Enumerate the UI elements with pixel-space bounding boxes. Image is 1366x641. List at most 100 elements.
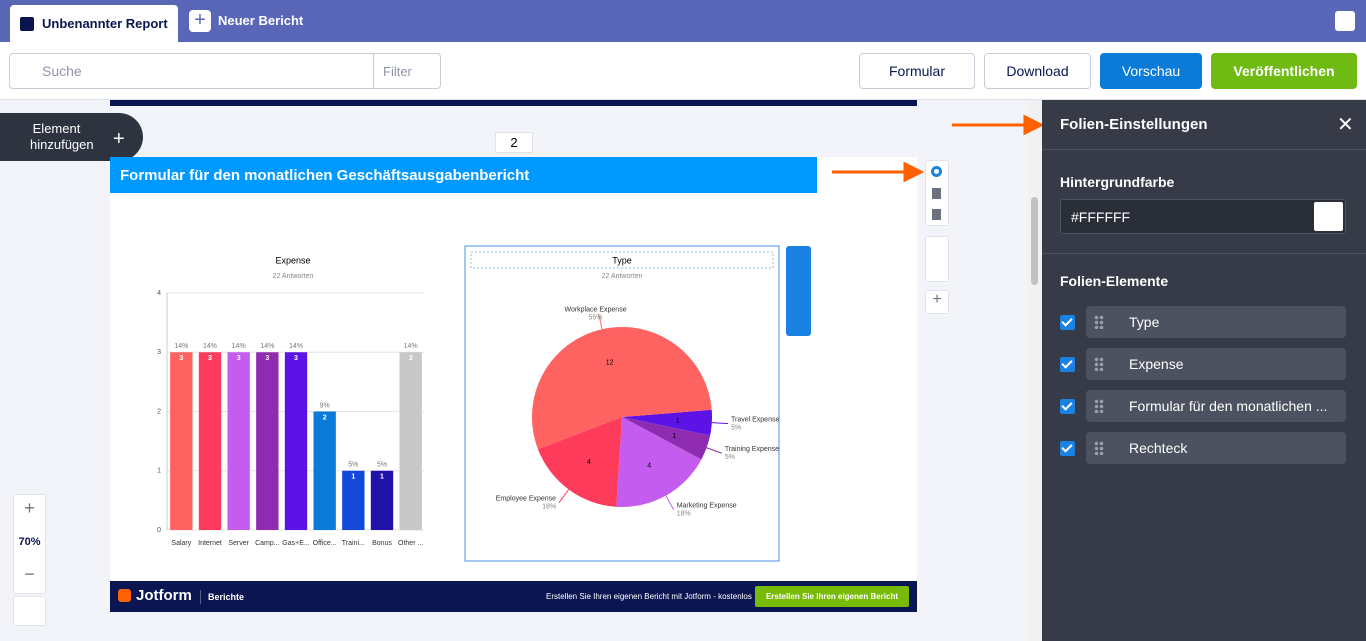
- bar: [342, 470, 365, 530]
- move-tools[interactable]: [925, 236, 949, 282]
- search-placeholder: Suche: [42, 63, 82, 79]
- color-swatch[interactable]: [1314, 202, 1343, 231]
- section: Berichte: [208, 592, 245, 602]
- fullscreen[interactable]: [13, 596, 46, 626]
- delete-icon[interactable]: [932, 209, 941, 220]
- add-element[interactable]: Element hinzufügen: [0, 113, 143, 161]
- percent-label: 14%: [404, 343, 418, 350]
- label: Erstellen Sie Ihren eigenen Bericht: [765, 592, 899, 601]
- x-tick-label: Internet: [198, 540, 222, 547]
- leader-line: [711, 422, 729, 425]
- leader-line: [598, 313, 603, 330]
- y-tick-label: 4: [157, 290, 161, 297]
- add-icon: +: [113, 128, 125, 150]
- checkbox[interactable]: [1060, 441, 1075, 456]
- selection-frame: [464, 245, 780, 562]
- divider: [1042, 149, 1366, 150]
- new-tab[interactable]: Neuer Bericht: [218, 13, 304, 28]
- percent-label: 14%: [232, 343, 246, 350]
- publish-button[interactable]: Veröffentlichen: [1211, 53, 1357, 89]
- zoom-out[interactable]: −: [24, 564, 35, 584]
- filter[interactable]: Filter: [383, 64, 412, 79]
- value-label: 1: [672, 433, 676, 440]
- panel-title: Folien-Einstellungen: [1060, 116, 1208, 133]
- download-button[interactable]: Download: [984, 53, 1091, 89]
- drag-handle[interactable]: [1094, 399, 1104, 413]
- value-label: 3: [179, 355, 183, 362]
- drag-handle[interactable]: [1094, 315, 1104, 329]
- y-tick-label: 1: [157, 468, 161, 475]
- element-label: Rechteck: [1129, 440, 1188, 456]
- drag-handle[interactable]: [1094, 441, 1104, 455]
- label: Download: [1006, 63, 1069, 79]
- tab-label: Unbenannter Report: [42, 16, 168, 31]
- checkbox[interactable]: [1060, 399, 1075, 414]
- percent-label: 5%: [348, 462, 358, 469]
- pie-slice: [622, 417, 711, 460]
- value-label: 3: [237, 355, 241, 362]
- percent-label: 14%: [203, 343, 217, 350]
- value-label: 1: [351, 474, 355, 481]
- value-label: 1: [380, 474, 384, 481]
- search-box[interactable]: [9, 53, 441, 89]
- x-tick-label: Office...: [313, 540, 337, 547]
- section-label: Folien-Elemente: [1060, 273, 1169, 289]
- tab-active[interactable]: Unbenannter Report: [10, 5, 178, 42]
- drag-handle[interactable]: [1094, 357, 1104, 371]
- scroll-thumb[interactable]: [1031, 197, 1038, 285]
- color-input[interactable]: #FFFFFF: [1060, 199, 1346, 234]
- element-item[interactable]: Formular für den monatlichen ...: [1086, 390, 1346, 422]
- value-label: 4: [647, 463, 651, 470]
- value-label: 3: [294, 355, 298, 362]
- divider: [1042, 253, 1366, 254]
- section-label: Hintergrundfarbe: [1060, 174, 1175, 190]
- bar: [284, 352, 308, 530]
- chart-subtitle: 22 Antworten: [602, 273, 643, 280]
- form-button[interactable]: Formular: [859, 53, 975, 89]
- promo: Erstellen Sie Ihren eigenen Bericht mit …: [546, 592, 752, 601]
- brand: Jotform: [136, 587, 192, 604]
- value-label: 3: [208, 355, 212, 362]
- percent-label: 5%: [731, 425, 741, 432]
- divider: [373, 54, 374, 88]
- label: Element hinzufügen: [30, 121, 94, 152]
- chart-tools[interactable]: [786, 246, 811, 336]
- page-number: 2: [495, 132, 533, 153]
- percent-label: 14%: [174, 343, 188, 350]
- value-label: 3: [265, 355, 269, 362]
- settings-icon[interactable]: [931, 166, 942, 177]
- new-icon[interactable]: +: [189, 10, 211, 32]
- element-item[interactable]: Rechteck: [1086, 432, 1346, 464]
- label: Vorschau: [1121, 63, 1181, 79]
- element-item[interactable]: Expense: [1086, 348, 1346, 380]
- add-slide[interactable]: +: [925, 290, 949, 314]
- percent-label: 14%: [289, 343, 303, 350]
- category-label: Employee Expense: [496, 495, 556, 502]
- annotation-arrow: [832, 161, 925, 183]
- chart-title: Expense: [275, 255, 310, 265]
- divider: [200, 590, 201, 604]
- menu-button[interactable]: [1335, 11, 1355, 31]
- value-label: 12: [606, 359, 614, 366]
- category-label: Workplace Expense: [564, 306, 626, 313]
- element-item[interactable]: Type: [1086, 306, 1346, 338]
- bar: [227, 352, 250, 530]
- copy-icon[interactable]: [932, 188, 941, 199]
- zoom-control: [13, 494, 46, 594]
- bar: [198, 352, 222, 530]
- checkbox[interactable]: [1060, 315, 1075, 330]
- value-label: 3: [409, 355, 413, 362]
- zoom-in[interactable]: +: [24, 498, 35, 518]
- percent-label: 9%: [320, 402, 330, 409]
- close-button[interactable]: ✕: [1337, 114, 1354, 136]
- category-label: Travel Expense: [731, 417, 779, 424]
- element-label: Expense: [1129, 356, 1184, 372]
- checkbox[interactable]: [1060, 357, 1075, 372]
- preview-button[interactable]: Vorschau: [1100, 53, 1202, 89]
- promo-button[interactable]: Erstellen Sie Ihren eigenen Bericht: [755, 586, 909, 607]
- category-label: Marketing Expense: [677, 503, 737, 510]
- pie-slice: [616, 417, 702, 507]
- category-label: Training Expense: [725, 446, 779, 453]
